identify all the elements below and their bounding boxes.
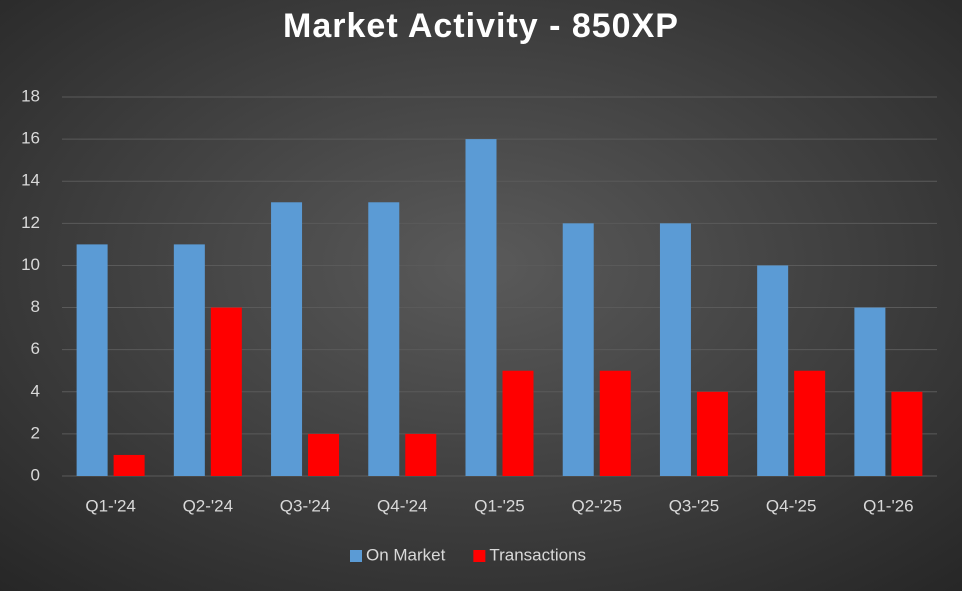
bar	[562, 223, 594, 476]
bar	[465, 139, 497, 476]
bar	[794, 370, 826, 476]
bar	[854, 307, 886, 476]
bar	[368, 202, 400, 476]
y-tick-label: 16	[21, 129, 40, 148]
legend-label: On Market	[366, 545, 446, 564]
legend-swatch	[473, 550, 486, 562]
x-tick-label: Q1-'24	[85, 496, 136, 515]
x-tick-label: Q1-'25	[474, 496, 525, 515]
y-tick-label: 10	[21, 255, 40, 274]
bar	[891, 391, 923, 476]
x-tick-label: Q2-'24	[183, 496, 234, 515]
bar	[659, 223, 691, 476]
x-tick-label: Q1-'26	[863, 496, 914, 515]
y-tick-label: 12	[21, 213, 40, 232]
x-tick-label: Q3-'25	[669, 496, 720, 515]
bar	[76, 244, 108, 476]
chart-title: Market Activity - 850XP	[283, 7, 679, 45]
bar	[173, 244, 205, 476]
y-tick-label: 2	[31, 423, 40, 442]
y-tick-label: 4	[31, 381, 40, 400]
y-tick-label: 14	[21, 171, 40, 190]
bar	[113, 454, 145, 476]
legend-label: Transactions	[489, 545, 586, 564]
y-tick-label: 18	[21, 86, 40, 105]
bar	[210, 307, 242, 476]
y-tick-label: 0	[31, 465, 40, 484]
bar	[502, 370, 534, 476]
bar	[599, 370, 631, 476]
x-tick-label: Q4-'25	[766, 496, 817, 515]
legend-swatch	[350, 550, 362, 562]
bar	[405, 433, 437, 476]
y-tick-label: 6	[31, 339, 40, 358]
x-tick-label: Q4-'24	[377, 496, 428, 515]
x-tick-label: Q2-'25	[571, 496, 622, 515]
bar	[757, 265, 789, 476]
y-tick-label: 8	[31, 297, 40, 316]
bar	[696, 391, 728, 476]
bar	[308, 433, 340, 476]
x-tick-label: Q3-'24	[280, 496, 331, 515]
bar	[271, 202, 303, 476]
